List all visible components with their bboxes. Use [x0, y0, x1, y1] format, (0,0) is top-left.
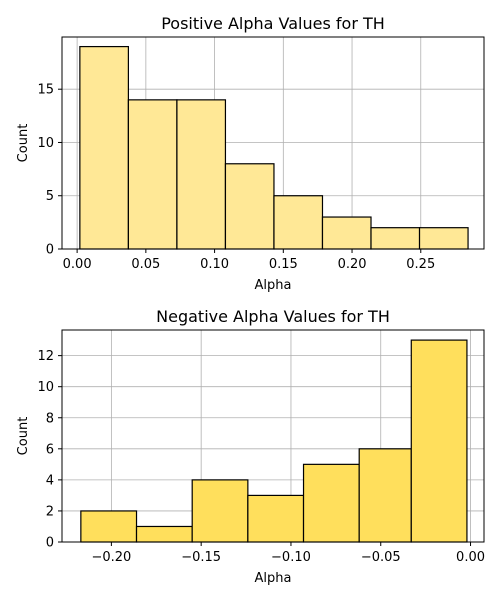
x-tick-label: 0.00: [456, 550, 485, 565]
histogram-bar: [247, 494, 305, 543]
histogram-bar: [358, 448, 412, 543]
histogram-bar: [418, 227, 469, 250]
x-tick-label: 0.05: [131, 257, 160, 272]
histogram-bar: [321, 216, 372, 250]
y-tick-label: 8: [46, 411, 54, 426]
y-tick-label: 4: [46, 473, 54, 488]
histogram-bar: [273, 195, 324, 250]
y-tick-label: 0: [46, 536, 54, 551]
y-tick-label: 2: [46, 504, 54, 519]
histogram-bar: [80, 510, 138, 543]
chart-panel-1: 0.00 0.05 0.10 0.15 0.20 0.25 0 5 10 15 Positive A…: [16, 14, 485, 293]
x-tick-label: −0.05: [361, 550, 401, 565]
histogram-bar: [135, 525, 193, 543]
y-axis-label: Count: [16, 417, 31, 456]
histogram-bar: [191, 479, 249, 543]
y-axis-label: Count: [16, 124, 31, 163]
y-tick-label: 15: [37, 83, 54, 98]
x-tick-label: 0.10: [200, 257, 229, 272]
y-tick-label: 12: [37, 349, 54, 364]
histogram-bar: [79, 45, 129, 250]
x-tick-label: 0.15: [269, 257, 298, 272]
x-tick-label: 0.25: [406, 257, 435, 272]
histogram-bar: [224, 163, 275, 250]
chart-title: Negative Alpha Values for TH: [156, 307, 390, 326]
x-tick-label: −0.20: [91, 550, 131, 565]
y-tick-label: 10: [37, 136, 54, 151]
axes-frame: [61, 329, 485, 543]
histogram-bar: [370, 227, 421, 250]
histogram-bar: [127, 99, 178, 250]
histogram-bar: [302, 463, 360, 543]
x-tick-label: −0.10: [271, 550, 311, 565]
axes-frame: [61, 36, 485, 250]
x-tick-label: 0.00: [63, 257, 92, 272]
chart-panel-2: −0.20 −0.15 −0.10 −0.05 0.00 0 2 4 6 8 10 12 Negativ…: [16, 307, 485, 586]
x-axis-label: Alpha: [255, 571, 292, 586]
x-axis-label: Alpha: [255, 278, 292, 293]
histogram-bar: [410, 339, 468, 543]
y-tick-label: 6: [46, 442, 54, 457]
chart-title: Positive Alpha Values for TH: [161, 14, 385, 33]
x-tick-label: 0.20: [338, 257, 367, 272]
histogram-bar: [176, 99, 227, 250]
x-tick-label: −0.15: [181, 550, 221, 565]
y-tick-label: 0: [46, 243, 54, 258]
y-tick-label: 10: [37, 380, 54, 395]
y-tick-label: 5: [46, 189, 54, 204]
